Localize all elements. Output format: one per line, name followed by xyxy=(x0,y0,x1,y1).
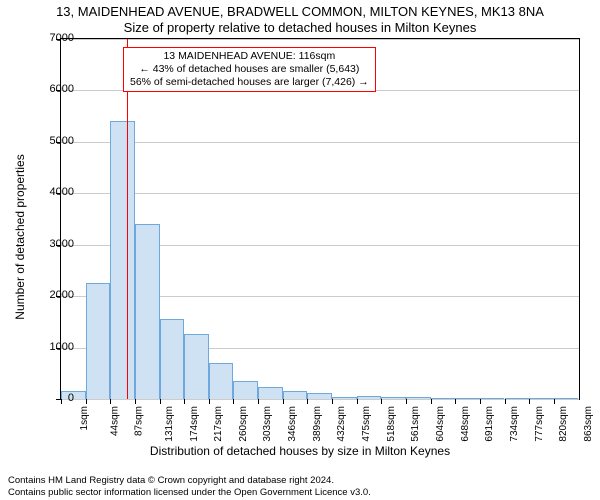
gridline xyxy=(61,399,579,400)
histogram-bar xyxy=(160,319,185,399)
x-tick-label: 87sqm xyxy=(134,406,145,436)
x-axis-label: Distribution of detached houses by size … xyxy=(0,444,600,458)
x-tick-label: 260sqm xyxy=(238,406,249,442)
histogram-bar xyxy=(233,381,258,399)
histogram-bar xyxy=(431,398,456,399)
x-tick-mark xyxy=(283,399,284,404)
x-tick-label: 604sqm xyxy=(435,406,446,442)
x-tick-label: 734sqm xyxy=(509,406,520,442)
histogram-bar xyxy=(357,396,382,399)
histogram-bar xyxy=(209,363,234,399)
gridline xyxy=(61,39,579,40)
x-tick-label: 44sqm xyxy=(109,406,120,436)
x-tick-mark xyxy=(86,399,87,404)
x-tick-mark xyxy=(209,399,210,404)
histogram-bar xyxy=(529,398,554,399)
x-tick-mark xyxy=(431,399,432,404)
x-tick-label: 131sqm xyxy=(164,406,175,442)
x-tick-label: 820sqm xyxy=(558,406,569,442)
histogram-bar xyxy=(258,387,283,399)
histogram-bar xyxy=(554,398,579,399)
x-tick-label: 648sqm xyxy=(460,406,471,442)
x-tick-mark xyxy=(258,399,259,404)
x-tick-label: 174sqm xyxy=(189,406,200,442)
histogram-bar xyxy=(86,283,111,399)
gridline xyxy=(61,142,579,143)
plot-area: 13 MAIDENHEAD AVENUE: 116sqm ← 43% of de… xyxy=(60,38,580,400)
chart-title-line2: Size of property relative to detached ho… xyxy=(0,20,600,35)
histogram-bar xyxy=(480,398,505,399)
info-box-line2: ← 43% of detached houses are smaller (5,… xyxy=(130,63,369,76)
x-tick-label: 1sqm xyxy=(79,406,90,430)
y-tick-label: 3000 xyxy=(24,238,74,250)
info-box-line1: 13 MAIDENHEAD AVENUE: 116sqm xyxy=(130,50,369,63)
footer-line1: Contains HM Land Registry data © Crown c… xyxy=(8,475,371,486)
y-tick-label: 5000 xyxy=(24,135,74,147)
x-tick-label: 389sqm xyxy=(312,406,323,442)
x-tick-mark xyxy=(406,399,407,404)
x-tick-label: 217sqm xyxy=(213,406,224,442)
x-tick-mark xyxy=(233,399,234,404)
x-tick-label: 432sqm xyxy=(336,406,347,442)
footer-line2: Contains public sector information licen… xyxy=(8,487,371,498)
y-tick-label: 4000 xyxy=(24,186,74,198)
chart-title-line1: 13, MAIDENHEAD AVENUE, BRADWELL COMMON, … xyxy=(0,4,600,19)
histogram-bar xyxy=(184,334,209,399)
reference-line xyxy=(127,39,128,399)
footer-attribution: Contains HM Land Registry data © Crown c… xyxy=(8,475,371,498)
x-tick-mark xyxy=(307,399,308,404)
x-tick-label: 346sqm xyxy=(287,406,298,442)
info-box-line3: 56% of semi-detached houses are larger (… xyxy=(130,76,369,89)
x-tick-label: 561sqm xyxy=(410,406,421,442)
y-tick-label: 0 xyxy=(24,392,74,404)
x-tick-label: 863sqm xyxy=(583,406,594,442)
y-tick-label: 2000 xyxy=(24,289,74,301)
histogram-bar xyxy=(110,121,135,399)
x-tick-mark xyxy=(184,399,185,404)
info-box: 13 MAIDENHEAD AVENUE: 116sqm ← 43% of de… xyxy=(123,47,376,92)
x-tick-label: 691sqm xyxy=(484,406,495,442)
x-tick-mark xyxy=(505,399,506,404)
histogram-bar xyxy=(283,391,308,399)
x-tick-mark xyxy=(455,399,456,404)
x-tick-mark xyxy=(110,399,111,404)
x-tick-mark xyxy=(529,399,530,404)
histogram-bar xyxy=(455,398,480,399)
x-tick-label: 518sqm xyxy=(386,406,397,442)
chart-container: 13, MAIDENHEAD AVENUE, BRADWELL COMMON, … xyxy=(0,0,600,500)
histogram-bar xyxy=(332,397,357,399)
y-tick-label: 1000 xyxy=(24,341,74,353)
gridline xyxy=(61,193,579,194)
y-tick-label: 6000 xyxy=(24,83,74,95)
x-tick-label: 303sqm xyxy=(263,406,274,442)
histogram-bar xyxy=(381,397,406,399)
x-tick-mark xyxy=(480,399,481,404)
x-tick-mark xyxy=(332,399,333,404)
x-tick-mark xyxy=(160,399,161,404)
x-tick-mark xyxy=(357,399,358,404)
histogram-bar xyxy=(135,224,160,399)
histogram-bar xyxy=(307,393,332,399)
x-tick-mark xyxy=(381,399,382,404)
x-tick-mark xyxy=(135,399,136,404)
histogram-bar xyxy=(406,397,431,399)
x-tick-mark xyxy=(554,399,555,404)
x-tick-label: 475sqm xyxy=(361,406,372,442)
histogram-bar xyxy=(505,398,530,399)
y-tick-label: 7000 xyxy=(24,32,74,44)
x-tick-label: 777sqm xyxy=(534,406,545,442)
